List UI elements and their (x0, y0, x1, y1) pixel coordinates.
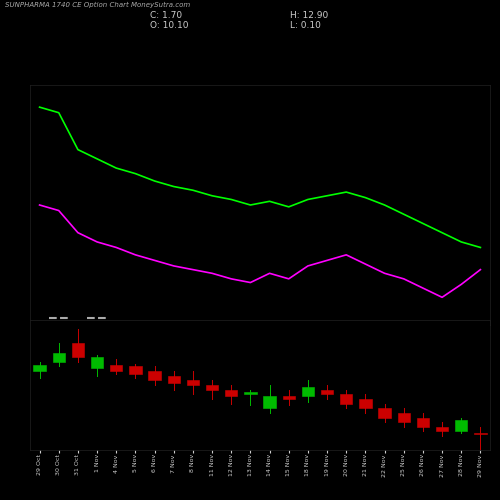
Bar (302, 387, 314, 396)
Bar (110, 364, 122, 371)
Text: C: 1.70: C: 1.70 (150, 11, 182, 20)
Bar (282, 396, 295, 399)
Bar (321, 390, 333, 394)
Bar (378, 408, 390, 418)
Bar (455, 420, 468, 432)
Bar (417, 418, 429, 427)
Text: SUNPHARMA 1740 CE Option Chart MoneySutra.com: SUNPHARMA 1740 CE Option Chart MoneySutr… (5, 2, 190, 8)
Bar (206, 385, 218, 390)
Text: H: 12.90: H: 12.90 (290, 11, 328, 20)
Bar (91, 357, 103, 368)
Text: O: 10.10: O: 10.10 (150, 21, 188, 30)
Bar (264, 396, 276, 408)
Bar (148, 371, 160, 380)
Bar (130, 366, 141, 374)
Bar (340, 394, 352, 404)
Bar (398, 413, 410, 422)
Bar (187, 380, 199, 385)
Bar (244, 392, 256, 394)
Bar (168, 376, 180, 383)
Text: L: 0.10: L: 0.10 (290, 21, 321, 30)
Bar (360, 399, 372, 408)
Bar (34, 364, 46, 371)
Bar (436, 427, 448, 432)
Bar (52, 352, 65, 362)
Bar (72, 343, 84, 357)
Bar (225, 390, 237, 396)
